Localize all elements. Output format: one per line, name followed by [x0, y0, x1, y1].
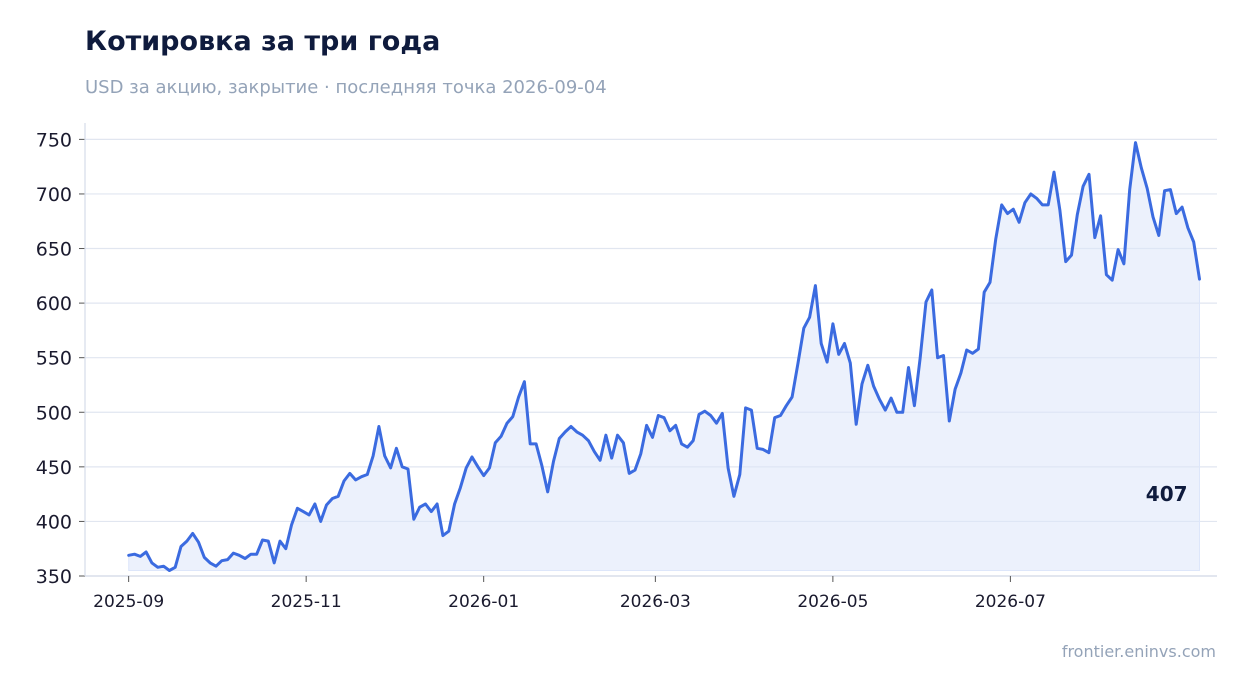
y-tick-label: 600 — [36, 293, 72, 315]
y-tick-label: 750 — [36, 129, 72, 151]
y-tick-label: 550 — [36, 348, 72, 370]
y-tick-label: 700 — [36, 184, 72, 206]
area-fill — [128, 142, 1200, 572]
end-label-layer: 407 — [1146, 482, 1188, 506]
price-line — [127, 141, 1201, 572]
x-tick-label: 2026-07 — [975, 592, 1046, 612]
end-value-label: 407 — [1146, 482, 1188, 506]
source-credit: frontier.eninvs.com — [1061, 642, 1216, 661]
y-tick-label: 450 — [36, 457, 72, 479]
y-tick-label: 500 — [36, 402, 72, 424]
x-tick-label: 2026-03 — [620, 592, 691, 612]
x-tick-label: 2025-11 — [271, 592, 342, 612]
y-tick-label: 650 — [36, 239, 72, 261]
x-tick-label: 2026-01 — [448, 592, 519, 612]
chart-subtitle: USD за акцию, закрытие · последняя точка… — [85, 77, 607, 98]
y-tick-label: 400 — [36, 511, 72, 533]
series-line-layer — [127, 141, 1201, 572]
x-tick-label: 2025-09 — [93, 592, 164, 612]
x-tick-label: 2026-05 — [797, 592, 868, 612]
chart-title: Котировка за три года — [85, 26, 441, 57]
axes: 350 400 450 500 550 600 650 700 750 2025-09 2025-1… — [36, 123, 1217, 612]
area-fill-layer — [128, 142, 1200, 572]
y-tick-label: 350 — [36, 566, 72, 588]
